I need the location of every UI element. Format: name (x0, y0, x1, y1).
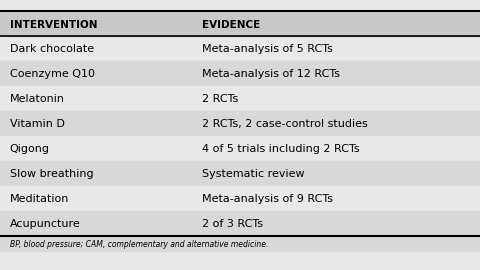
Text: Vitamin D: Vitamin D (10, 119, 64, 129)
Text: Melatonin: Melatonin (10, 94, 65, 104)
Text: 2 of 3 RCTs: 2 of 3 RCTs (202, 219, 263, 229)
Text: 2 RCTs: 2 RCTs (202, 94, 238, 104)
Bar (0, 62, 480, 86)
Bar (0, 236, 480, 251)
Text: Meditation: Meditation (10, 194, 69, 204)
Bar (0, 36, 480, 62)
Bar (0, 11, 480, 36)
Text: Meta-analysis of 9 RCTs: Meta-analysis of 9 RCTs (202, 194, 333, 204)
Bar (0, 186, 480, 211)
Bar (0, 111, 480, 136)
Text: 4 of 5 trials including 2 RCTs: 4 of 5 trials including 2 RCTs (202, 144, 359, 154)
Text: 2 RCTs, 2 case-control studies: 2 RCTs, 2 case-control studies (202, 119, 367, 129)
Text: EVIDENCE: EVIDENCE (202, 20, 260, 30)
Bar (0, 161, 480, 186)
Text: Dark chocolate: Dark chocolate (10, 44, 94, 54)
Bar (0, 136, 480, 161)
Bar (0, 86, 480, 111)
Text: Coenzyme Q10: Coenzyme Q10 (10, 69, 95, 79)
Text: Acupuncture: Acupuncture (10, 219, 80, 229)
Text: INTERVENTION: INTERVENTION (10, 20, 97, 30)
Text: Meta-analysis of 5 RCTs: Meta-analysis of 5 RCTs (202, 44, 333, 54)
Bar (0, 211, 480, 236)
Text: BP, blood pressure; CAM, complementary and alternative medicine.: BP, blood pressure; CAM, complementary a… (10, 240, 268, 249)
Text: Systematic review: Systematic review (202, 169, 304, 179)
Text: Qigong: Qigong (10, 144, 49, 154)
Text: Slow breathing: Slow breathing (10, 169, 93, 179)
Text: Meta-analysis of 12 RCTs: Meta-analysis of 12 RCTs (202, 69, 340, 79)
